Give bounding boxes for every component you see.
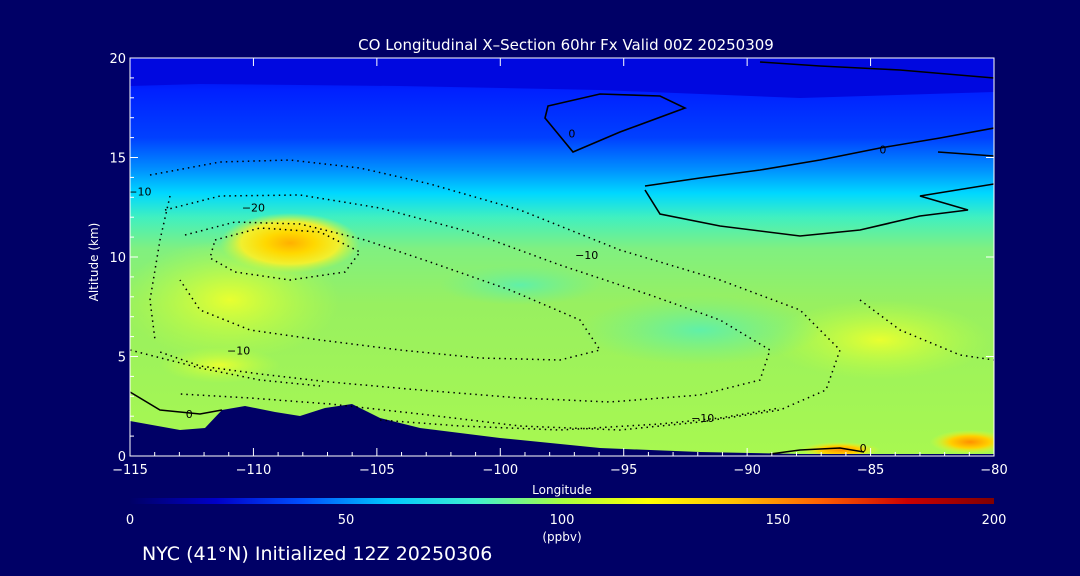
contour-value-label: 0 bbox=[860, 442, 867, 455]
x-tick-label: −85 bbox=[857, 463, 884, 478]
plot-area bbox=[130, 58, 994, 456]
surface-maximum-east bbox=[800, 442, 880, 456]
contour-value-label: 0 bbox=[879, 144, 886, 157]
colorbar bbox=[130, 498, 994, 504]
y-axis-label: Altitude (km) bbox=[87, 223, 101, 302]
upper-deep-blue-band bbox=[130, 58, 994, 98]
x-axis-label: Longitude bbox=[532, 483, 592, 497]
x-axis: −115 −110 −105 −100 −95 −90 −85 −80 bbox=[112, 58, 1008, 478]
surface-maximum-far-east bbox=[930, 430, 994, 454]
polluted-layer-low bbox=[160, 347, 280, 383]
contour-value-label: −10 bbox=[691, 412, 714, 425]
colorbar-tick-label: 100 bbox=[550, 513, 575, 528]
x-tick-label: −100 bbox=[482, 463, 518, 478]
forecast-initialization-caption: NYC (41°N) Initialized 12Z 20250306 bbox=[142, 543, 493, 565]
y-axis: 0 5 10 15 20 bbox=[109, 52, 994, 465]
polluted-layer-east bbox=[770, 300, 990, 380]
contour-value-label: −10 bbox=[128, 185, 151, 198]
y-tick-label: 10 bbox=[109, 251, 126, 266]
terrain-mask bbox=[130, 404, 994, 456]
contour-value-label: −10 bbox=[227, 345, 250, 358]
colorbar-tick-label: 150 bbox=[766, 513, 791, 528]
colorbar-tick-label: 200 bbox=[982, 513, 1007, 528]
colorbar-tick-label: 0 bbox=[126, 513, 134, 528]
contour-label-group: −20 −10 −10 −10 −10 0 0 0 0 bbox=[128, 128, 886, 455]
contour-value-label: −10 bbox=[575, 249, 598, 262]
colorbar-ticks: 0 50 100 150 200 bbox=[126, 513, 1007, 528]
contour-value-label: 0 bbox=[568, 128, 575, 141]
colorbar-unit-label: (ppbv) bbox=[542, 530, 581, 544]
x-tick-label: −110 bbox=[236, 463, 272, 478]
contours-solid bbox=[130, 61, 994, 455]
contour-value-label: 0 bbox=[186, 408, 193, 421]
y-tick-label: 0 bbox=[118, 450, 126, 465]
x-tick-label: −115 bbox=[112, 463, 148, 478]
colorbar-tick-label: 50 bbox=[338, 513, 355, 528]
x-tick-label: −105 bbox=[359, 463, 395, 478]
chart-title: CO Longitudinal X–Section 60hr Fx Valid … bbox=[358, 36, 774, 54]
co-maximum-region bbox=[220, 213, 360, 273]
x-tick-label: −90 bbox=[733, 463, 760, 478]
y-tick-label: 15 bbox=[109, 152, 126, 167]
x-tick-label: −95 bbox=[610, 463, 637, 478]
clean-air-pocket bbox=[580, 295, 820, 365]
contours-dotted bbox=[130, 159, 994, 431]
x-tick-label: −80 bbox=[980, 463, 1007, 478]
clean-air-pocket-2 bbox=[440, 265, 600, 305]
y-tick-label: 5 bbox=[118, 351, 126, 366]
contour-value-label: −20 bbox=[242, 201, 265, 214]
y-tick-label: 20 bbox=[109, 52, 126, 67]
